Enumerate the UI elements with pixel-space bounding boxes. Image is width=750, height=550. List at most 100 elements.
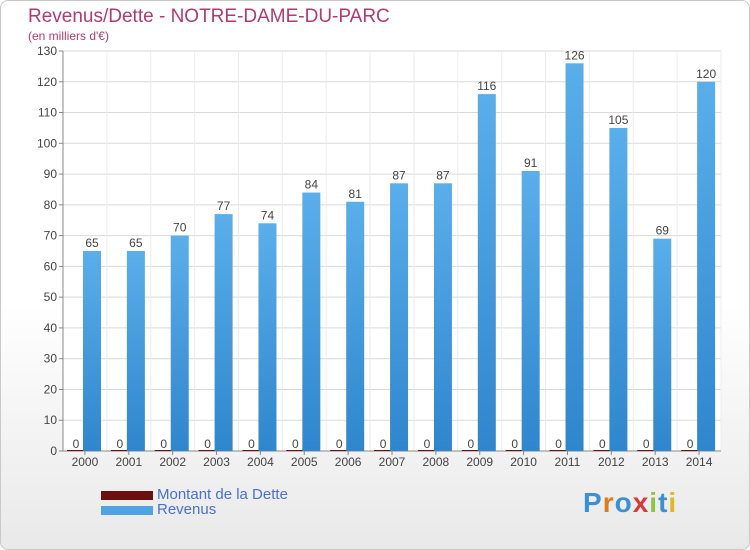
logo-letter: i <box>668 487 678 518</box>
data-label-dette: 0 <box>117 437 124 451</box>
bar-dette <box>374 450 393 451</box>
y-tick-label: 110 <box>38 106 57 120</box>
bar-revenus <box>609 127 628 451</box>
x-tick-label: 2008 <box>423 455 450 469</box>
y-tick-label: 70 <box>44 229 58 243</box>
bar-dette <box>461 450 480 451</box>
data-label-revenus: 87 <box>436 168 450 182</box>
bar-revenus <box>346 201 365 451</box>
bar-revenus <box>170 235 189 451</box>
data-label-revenus: 87 <box>392 168 406 182</box>
x-tick-label: 2013 <box>642 455 669 469</box>
logo-letter: r <box>602 487 615 518</box>
bar-dette <box>417 450 436 451</box>
legend-label-dette: Montant de la Dette <box>157 486 288 503</box>
data-label-dette: 0 <box>511 437 518 451</box>
bar-dette <box>286 450 305 451</box>
x-tick-label: 2000 <box>72 455 99 469</box>
bar-dette <box>110 450 129 451</box>
data-label-revenus: 91 <box>524 156 538 170</box>
bar-revenus <box>83 251 101 451</box>
x-tick-label: 2014 <box>686 455 713 469</box>
bar-dette <box>330 450 349 451</box>
bar-dette <box>505 450 524 451</box>
bar-revenus <box>390 183 409 452</box>
bar-dette <box>67 450 85 451</box>
bar-dette <box>681 450 700 451</box>
proxiti-logo: Proxiti <box>583 487 677 519</box>
data-label-revenus: 77 <box>217 199 231 213</box>
logo-letter: o <box>614 487 633 518</box>
bar-revenus <box>258 223 277 451</box>
y-tick-label: 120 <box>37 75 57 89</box>
y-tick-label: 100 <box>37 136 57 150</box>
y-tick-label: 40 <box>44 321 58 335</box>
bar-revenus <box>521 171 540 451</box>
data-label-revenus: 70 <box>173 221 187 235</box>
data-label-dette: 0 <box>555 437 562 451</box>
y-tick-label: 80 <box>44 198 58 212</box>
x-tick-label: 2002 <box>159 455 186 469</box>
data-label-revenus: 65 <box>129 236 143 250</box>
x-tick-label: 2010 <box>510 455 537 469</box>
bar-revenus <box>477 94 496 452</box>
x-tick-label: 2007 <box>379 455 406 469</box>
data-label-dette: 0 <box>687 437 694 451</box>
data-label-revenus: 105 <box>608 113 628 127</box>
legend-swatch-dette <box>101 491 153 500</box>
data-label-dette: 0 <box>467 437 474 451</box>
logo-letter: P <box>583 487 603 518</box>
x-tick-label: 2005 <box>291 455 318 469</box>
x-tick-label: 2003 <box>203 455 230 469</box>
bar-dette <box>154 450 173 451</box>
chart-subtitle: (en milliers d'€) <box>28 29 109 43</box>
y-tick-label: 30 <box>44 352 58 366</box>
data-label-dette: 0 <box>599 437 606 451</box>
x-tick-label: 2004 <box>247 455 274 469</box>
data-label-revenus: 81 <box>349 187 363 201</box>
data-label-dette: 0 <box>204 437 211 451</box>
data-label-dette: 0 <box>292 437 299 451</box>
logo-letter: t <box>658 487 669 518</box>
bar-revenus <box>214 214 233 451</box>
bar-revenus <box>653 238 672 451</box>
data-label-dette: 0 <box>424 437 431 451</box>
bar-revenus <box>433 183 452 452</box>
x-tick-label: 2009 <box>466 455 493 469</box>
data-label-dette: 0 <box>160 437 167 451</box>
data-label-dette: 0 <box>380 437 387 451</box>
bar-revenus <box>565 63 584 452</box>
y-tick-label: 60 <box>44 259 58 273</box>
bar-dette <box>549 450 568 451</box>
y-tick-label: 20 <box>44 382 58 396</box>
y-tick-label: 130 <box>37 44 57 58</box>
data-label-dette: 0 <box>643 437 650 451</box>
x-tick-label: 2012 <box>598 455 625 469</box>
data-label-revenus: 120 <box>696 67 716 81</box>
bar-dette <box>593 450 612 451</box>
legend-swatch-revenus <box>101 506 153 515</box>
x-tick-label: 2006 <box>335 455 362 469</box>
bar-revenus <box>126 251 145 451</box>
data-label-revenus: 84 <box>305 178 319 192</box>
y-tick-label: 90 <box>44 167 58 181</box>
data-label-revenus: 126 <box>565 48 585 62</box>
bar-dette <box>198 450 217 451</box>
logo-letter: x <box>632 487 650 518</box>
data-label-dette: 0 <box>336 437 343 451</box>
data-label-dette: 0 <box>248 437 255 451</box>
y-tick-label: 50 <box>44 290 58 304</box>
logo-letter: i <box>649 487 659 518</box>
bar-revenus <box>302 192 321 452</box>
y-tick-label: 0 <box>50 444 57 458</box>
bar-dette <box>242 450 261 451</box>
data-label-dette: 0 <box>73 437 80 451</box>
legend-label-revenus: Revenus <box>157 501 217 518</box>
y-tick-label: 10 <box>44 413 58 427</box>
x-tick-label: 2001 <box>115 455 142 469</box>
chart-title: Revenus/Dette - NOTRE-DAME-DU-PARC <box>28 6 390 27</box>
data-label-revenus: 69 <box>656 224 670 238</box>
data-label-revenus: 116 <box>477 79 496 93</box>
